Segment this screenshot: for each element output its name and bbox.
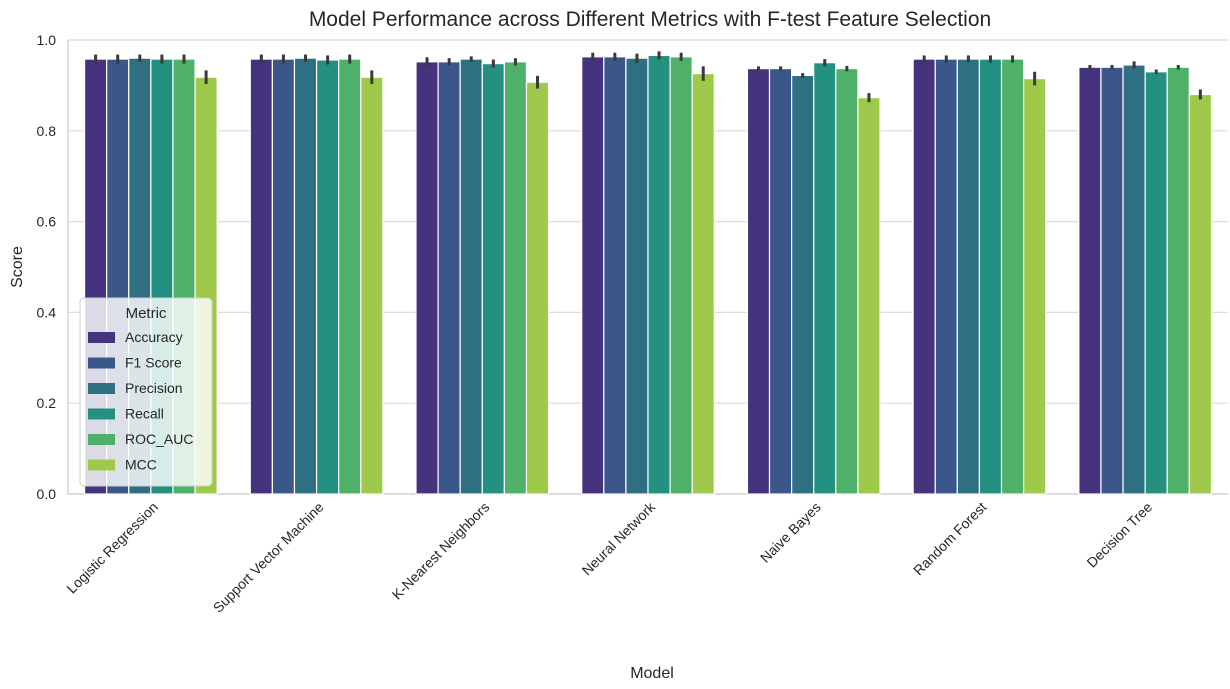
legend-swatch	[88, 357, 115, 369]
legend-label: ROC_AUC	[125, 431, 193, 447]
legend-swatch	[88, 408, 115, 420]
y-axis-label: Score	[9, 246, 26, 288]
legend-swatch	[88, 459, 115, 471]
x-tick-label: Support Vector Machine	[210, 499, 327, 616]
bar	[978, 58, 1003, 495]
legend-swatch	[88, 434, 115, 445]
legend-swatch	[88, 332, 115, 343]
bar	[338, 58, 362, 495]
legend-label: F1 Score	[125, 355, 182, 371]
bar	[360, 76, 384, 495]
y-tick-label: 0.4	[37, 304, 57, 320]
bar	[1023, 77, 1047, 495]
bar	[1166, 66, 1190, 495]
bar	[857, 97, 881, 495]
bar	[768, 68, 793, 495]
bar	[315, 59, 340, 495]
x-tick-label: Neural Network	[579, 498, 659, 578]
bar	[647, 54, 671, 495]
bar	[503, 61, 528, 495]
y-tick-label: 0.8	[37, 123, 57, 139]
bar	[249, 58, 273, 495]
bar	[1000, 58, 1025, 495]
bar	[437, 61, 461, 495]
bar	[956, 58, 981, 495]
bar	[1144, 71, 1168, 495]
bar	[415, 61, 439, 495]
x-axis-label: Model	[630, 665, 674, 682]
legend-swatch	[88, 383, 115, 394]
bar	[1188, 93, 1213, 495]
chart-title: Model Performance across Different Metri…	[309, 8, 991, 31]
legend-label: MCC	[125, 457, 157, 473]
bar	[813, 62, 837, 495]
bar	[603, 56, 627, 495]
legend-label: Recall	[125, 406, 164, 422]
x-tick-label: Decision Tree	[1083, 499, 1155, 571]
bar	[791, 74, 815, 495]
y-tick-label: 0.6	[37, 214, 57, 230]
bar	[835, 68, 859, 495]
bar	[525, 81, 550, 495]
bar	[459, 58, 483, 495]
y-tick-label: 1.0	[37, 32, 57, 48]
legend-label: Accuracy	[125, 329, 183, 345]
x-tick-label: Naive Bayes	[757, 499, 824, 566]
x-tick-label: Logistic Regression	[63, 499, 161, 597]
x-tick-label: Random Forest	[910, 499, 990, 579]
x-tick-label: K-Nearest Neighbors	[389, 499, 493, 603]
bar	[934, 58, 958, 495]
bar	[746, 68, 771, 495]
legend: Metric Accuracy F1 Score Precision Recall ROC…	[79, 297, 213, 487]
y-tick-label: 0.0	[37, 486, 57, 502]
bar	[481, 63, 505, 495]
bar	[1100, 66, 1124, 495]
bar	[1078, 66, 1102, 495]
bar	[1122, 64, 1146, 495]
bar	[669, 56, 693, 495]
legend-title: Metric	[126, 305, 167, 322]
bar	[912, 58, 936, 495]
bar	[293, 57, 318, 495]
bar	[625, 57, 649, 495]
bar	[271, 58, 296, 495]
legend-label: Precision	[125, 380, 183, 396]
bar	[581, 56, 605, 495]
bar	[691, 72, 715, 495]
y-tick-label: 0.2	[37, 395, 57, 411]
